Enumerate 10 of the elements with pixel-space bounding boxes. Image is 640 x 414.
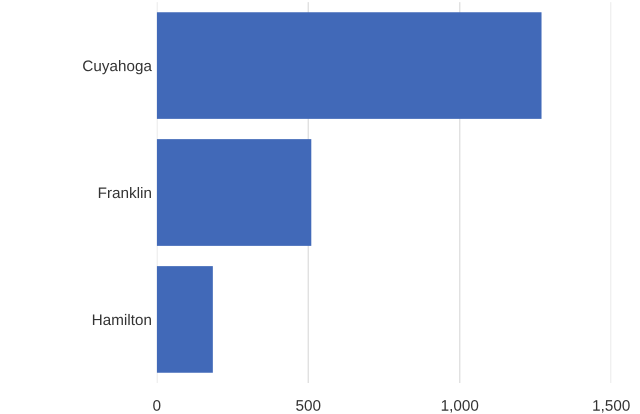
bar [156,12,542,119]
x-tick-label: 500 [296,400,320,411]
bar [156,139,312,246]
bar [156,266,213,373]
x-tick-label: 1,500 [593,400,630,413]
y-tick-label: Hamilton [92,314,151,326]
y-tick-label: Franklin [98,186,151,198]
x-tick-label: 1,000 [442,400,478,413]
x-tick-label: 0 [153,400,160,411]
y-tick-label: Cuyahoga [83,60,152,74]
